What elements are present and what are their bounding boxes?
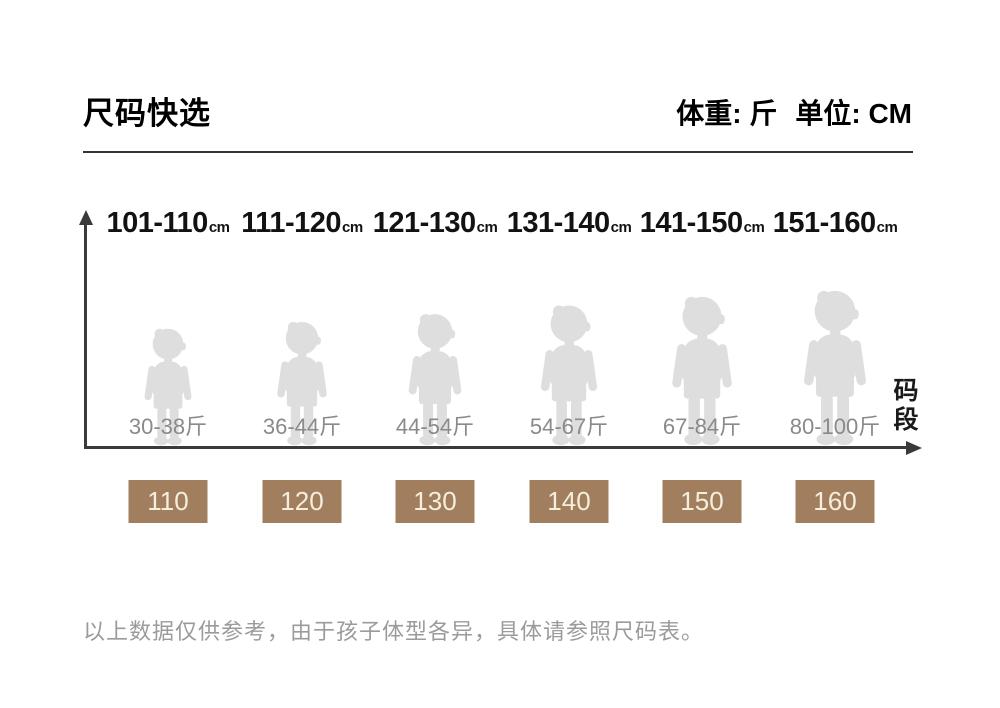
size-badge: 130 — [395, 480, 475, 523]
size-column-110: 101-110cm 30-38斤 110 — [101, 0, 235, 540]
height-range-value: 141-150 — [639, 207, 743, 239]
size-unit-label: 单位: CM — [795, 98, 912, 129]
height-unit: cm — [476, 219, 498, 236]
size-badge: 160 — [795, 480, 875, 523]
height-unit: cm — [743, 219, 765, 236]
size-column-140: 131-140cm 54-67斤 140 — [502, 0, 636, 540]
weight-range-label: 36-44斤 — [262, 414, 342, 439]
size-badge: 120 — [262, 480, 342, 523]
height-range-value: 111-120 — [241, 207, 342, 239]
y-axis-arrow-icon — [78, 210, 93, 225]
size-column-150: 141-150cm 67-84斤 150 — [635, 0, 769, 540]
x-axis — [84, 446, 906, 449]
footnote: 以上数据仅供参考，由于孩子体型各异，具体请参照尺码表。 — [83, 619, 705, 644]
weight-range-label: 54-67斤 — [529, 414, 609, 439]
height-range-label: 121-130cm — [368, 207, 502, 240]
height-range-label: 151-160cm — [768, 207, 902, 240]
height-unit: cm — [876, 219, 898, 236]
page-title: 尺码快选 — [83, 96, 211, 131]
height-range-value: 151-160 — [772, 207, 876, 239]
height-range-label: 131-140cm — [502, 207, 636, 240]
height-range-label: 141-150cm — [635, 207, 769, 240]
size-badge: 150 — [662, 480, 742, 523]
x-axis-label: 码段 — [893, 377, 919, 434]
height-range-label: 111-120cm — [235, 207, 369, 240]
weight-range-label: 80-100斤 — [789, 414, 881, 439]
size-column-120: 111-120cm 36-44斤 120 — [235, 0, 369, 540]
height-range-value: 131-140 — [506, 207, 610, 239]
height-range-value: 101-110 — [106, 207, 208, 239]
weight-range-label: 67-84斤 — [662, 414, 742, 439]
weight-range-label: 30-38斤 — [128, 414, 208, 439]
size-badge: 140 — [529, 480, 609, 523]
y-axis — [84, 224, 87, 448]
size-badge: 110 — [128, 480, 208, 523]
size-column-130: 121-130cm 44-54斤 130 — [368, 0, 502, 540]
size-column-160: 151-160cm 80-100斤 160 — [768, 0, 902, 540]
weight-range-label: 44-54斤 — [395, 414, 475, 439]
height-unit: cm — [208, 219, 230, 236]
weight-unit-label: 体重: 斤 — [676, 98, 778, 129]
height-unit: cm — [342, 219, 363, 236]
header-divider — [83, 151, 913, 153]
height-unit: cm — [610, 219, 632, 236]
x-axis-arrow-icon — [906, 440, 922, 455]
unit-legend: 体重: 斤 单位: CM — [676, 92, 912, 132]
height-range-value: 121-130 — [372, 207, 476, 239]
height-range-label: 101-110cm — [101, 207, 235, 240]
